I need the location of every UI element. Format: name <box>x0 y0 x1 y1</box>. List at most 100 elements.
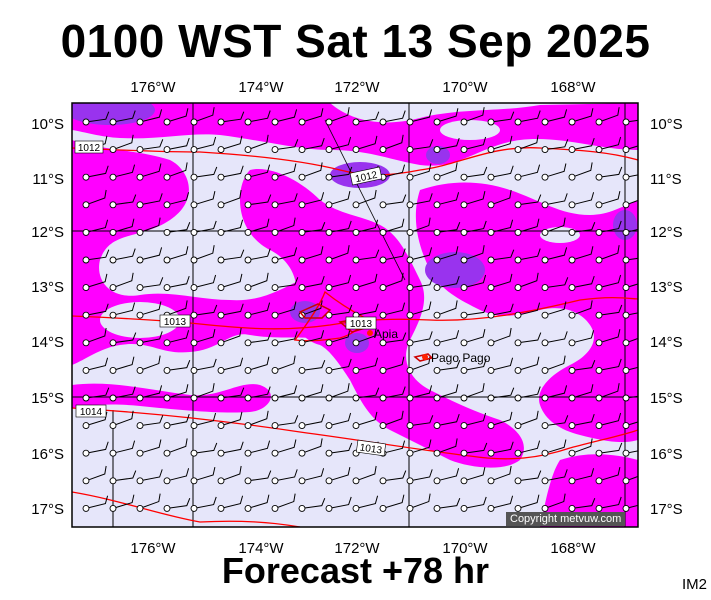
wind-barb <box>217 441 244 457</box>
wind-barb <box>82 273 108 292</box>
wind-barb <box>568 108 594 126</box>
wind-barb <box>298 108 324 126</box>
wind-barb <box>622 357 638 374</box>
lat-label-left: 13°S <box>31 279 64 296</box>
wind-barb <box>244 410 269 430</box>
lat-label-right: 10°S <box>650 116 683 133</box>
wind-barb <box>190 466 216 485</box>
wind-barb <box>244 302 271 319</box>
wind-barb <box>244 272 269 292</box>
wind-barb <box>595 304 623 319</box>
wind-barb <box>190 107 215 126</box>
lat-label-left: 17°S <box>31 501 64 518</box>
wind-barb <box>460 245 485 264</box>
wind-barb <box>406 109 433 126</box>
wind-barb <box>622 249 638 264</box>
wind-barbs-layer <box>82 107 638 512</box>
wind-barb <box>136 331 163 347</box>
wind-barb <box>406 277 434 292</box>
wind-barb <box>622 327 638 347</box>
wind-barb <box>82 495 109 512</box>
wind-barb <box>487 273 513 292</box>
wind-barb <box>433 192 460 209</box>
wind-barb <box>217 165 244 181</box>
wind-barb <box>298 384 324 402</box>
wind-barb <box>190 412 217 430</box>
map-title: 0100 WST Sat 13 Sep 2025 <box>60 15 651 67</box>
wind-barb <box>271 415 299 430</box>
lon-label-bottom: 174°W <box>238 540 284 557</box>
wind-barb <box>190 442 218 457</box>
wind-barb <box>379 218 405 236</box>
forecast-label: Forecast +78 hr <box>221 550 490 591</box>
wind-barb <box>406 163 432 181</box>
wind-barb <box>433 438 458 457</box>
wind-barb <box>325 412 352 430</box>
wind-barb <box>109 470 137 485</box>
wind-barb <box>406 301 432 319</box>
wind-barb <box>298 221 326 236</box>
wind-barb <box>190 220 217 236</box>
lat-label-right: 14°S <box>650 334 683 351</box>
wind-barb <box>244 164 271 181</box>
wind-barb <box>163 246 189 264</box>
wind-barb <box>325 466 351 485</box>
wind-barb <box>379 470 407 485</box>
wind-barb <box>82 327 107 347</box>
wind-barb <box>406 469 433 485</box>
wind-barb <box>325 304 353 319</box>
wind-barb <box>271 277 299 292</box>
wind-barb <box>136 193 163 209</box>
wind-barb <box>568 300 593 319</box>
wind-barb <box>136 355 161 374</box>
wind-barb <box>136 415 164 430</box>
wind-barb <box>325 442 353 457</box>
wind-barb <box>82 165 109 181</box>
wind-barb <box>433 384 459 402</box>
wind-barb <box>406 493 431 512</box>
wind-barb <box>163 359 191 374</box>
wind-barb <box>136 439 162 457</box>
wind-barb <box>568 221 596 236</box>
wind-barb <box>244 194 272 209</box>
wind-barb <box>109 386 136 402</box>
wind-barb <box>325 274 352 292</box>
wind-barb <box>541 469 568 485</box>
wind-barb <box>541 163 567 181</box>
wind-barb <box>568 137 595 154</box>
wind-barb <box>595 136 622 154</box>
wind-barb <box>271 331 298 347</box>
wind-barb <box>433 300 458 319</box>
lon-label-top: 176°W <box>130 79 176 96</box>
wind-barb <box>487 357 514 374</box>
wind-barb <box>433 275 460 292</box>
wind-barb <box>460 136 487 154</box>
wind-barb <box>622 441 638 457</box>
wind-barb <box>352 189 377 209</box>
wind-barb <box>433 108 459 126</box>
wind-barb <box>514 332 542 347</box>
wind-barb <box>325 358 352 374</box>
wind-barb <box>595 466 621 485</box>
wind-barb <box>622 495 638 512</box>
wind-barb <box>379 248 406 264</box>
isobar-label: 1014 <box>80 407 103 418</box>
wind-barb <box>190 358 217 374</box>
wind-barb <box>271 385 298 402</box>
wind-barb <box>460 496 487 512</box>
wind-barb <box>622 135 638 154</box>
wind-barb <box>541 193 568 209</box>
wind-barb <box>352 465 377 485</box>
wind-barb <box>298 413 325 430</box>
wind-barb <box>379 272 404 292</box>
lat-label-right: 16°S <box>650 446 683 463</box>
lat-label-left: 11°S <box>32 171 64 188</box>
wind-barb <box>487 441 514 457</box>
wind-barb <box>406 193 433 209</box>
wind-barb <box>622 165 638 181</box>
image-code: IM2 <box>681 576 707 593</box>
wind-barb <box>136 301 162 319</box>
wind-barb <box>271 469 298 485</box>
wind-barb <box>82 387 110 402</box>
wind-barb <box>514 248 541 264</box>
